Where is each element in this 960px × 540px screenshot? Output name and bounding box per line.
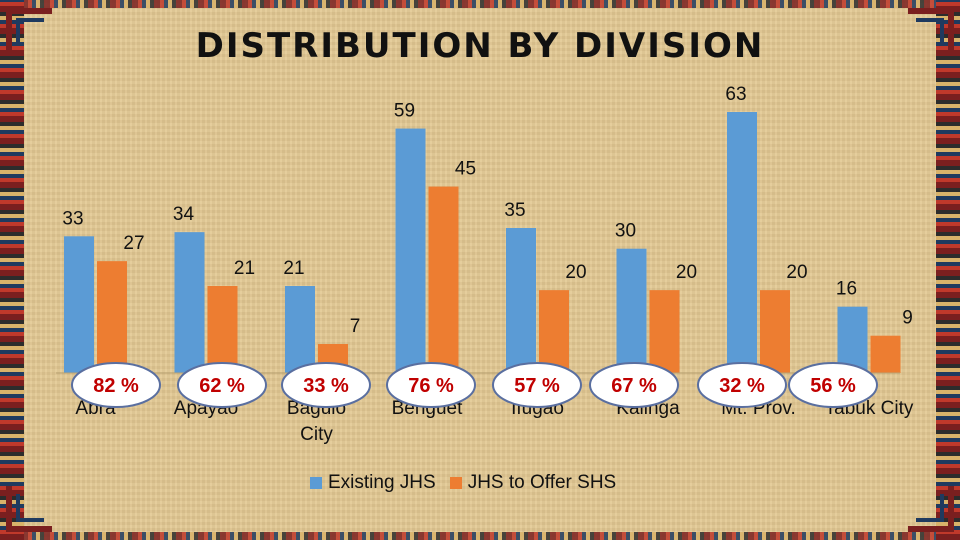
legend-label: Existing JHS bbox=[328, 472, 436, 493]
corner-ornament-icon bbox=[908, 8, 954, 54]
percentage-badge bbox=[788, 362, 878, 408]
legend-item-existing: Existing JHS bbox=[310, 472, 436, 494]
data-label: 34 bbox=[173, 204, 195, 225]
bar-existing-jhs bbox=[395, 128, 426, 373]
data-label: 20 bbox=[565, 262, 586, 283]
category-label: City bbox=[300, 424, 333, 445]
bar-jhs-to-offer-shs bbox=[870, 335, 901, 373]
chart-title: DISTRIBUTION BY DIVISION bbox=[195, 26, 765, 66]
percentage-label: 32 % bbox=[719, 375, 765, 397]
bar-jhs-to-offer-shs bbox=[207, 286, 238, 373]
bar-existing-jhs bbox=[616, 248, 647, 373]
percentage-label: 57 % bbox=[514, 375, 560, 397]
bar-jhs-to-offer-shs bbox=[760, 290, 790, 373]
data-label: 20 bbox=[676, 262, 697, 283]
bar-jhs-to-offer-shs bbox=[539, 290, 569, 373]
legend-swatch bbox=[310, 477, 322, 489]
data-label: 45 bbox=[455, 159, 476, 180]
bar-jhs-to-offer-shs bbox=[97, 261, 127, 373]
left-border bbox=[0, 0, 24, 540]
percentage-badge bbox=[697, 362, 787, 408]
percentage-badge bbox=[492, 362, 582, 408]
percentage-label: 33 % bbox=[303, 375, 349, 397]
data-label: 9 bbox=[902, 308, 913, 329]
top-border bbox=[0, 0, 960, 8]
data-label: 27 bbox=[123, 233, 144, 254]
data-label: 7 bbox=[350, 316, 361, 337]
data-label: 20 bbox=[786, 262, 807, 283]
percentage-badge bbox=[386, 362, 476, 408]
percentage-badge bbox=[281, 362, 371, 408]
bottom-border bbox=[0, 532, 960, 540]
bar-existing-jhs bbox=[837, 306, 868, 373]
percentage-badge bbox=[177, 362, 267, 408]
bar-existing-jhs bbox=[64, 236, 94, 373]
data-label: 63 bbox=[725, 84, 746, 105]
right-border bbox=[936, 0, 960, 540]
data-label: 21 bbox=[283, 258, 304, 279]
corner-ornament-icon bbox=[6, 486, 52, 532]
corner-ornament-icon bbox=[908, 486, 954, 532]
percentage-label: 76 % bbox=[408, 375, 454, 397]
percentage-badge bbox=[589, 362, 679, 408]
bar-existing-jhs bbox=[506, 228, 536, 373]
corner-ornament-icon bbox=[6, 8, 52, 54]
percentage-label: 62 % bbox=[199, 375, 245, 397]
bar-existing-jhs bbox=[285, 286, 315, 373]
data-label: 30 bbox=[615, 221, 636, 242]
percentage-badge bbox=[71, 362, 161, 408]
bar-jhs-to-offer-shs bbox=[428, 186, 459, 373]
legend-swatch bbox=[449, 477, 462, 489]
legend: Existing JHS JHS to Offer SHS bbox=[310, 472, 616, 494]
data-label: 33 bbox=[62, 208, 83, 229]
legend-label: JHS to Offer SHS bbox=[467, 472, 617, 493]
bar-existing-jhs bbox=[174, 232, 205, 373]
percentage-label: 82 % bbox=[93, 375, 139, 397]
data-label: 35 bbox=[504, 200, 525, 221]
data-label: 21 bbox=[234, 258, 255, 279]
data-label: 59 bbox=[394, 101, 415, 122]
bar-existing-jhs bbox=[727, 112, 757, 373]
bar-jhs-to-offer-shs bbox=[649, 290, 680, 373]
percentage-label: 67 % bbox=[611, 375, 657, 397]
percentage-label: 56 % bbox=[810, 375, 856, 397]
legend-item-offer-shs: JHS to Offer SHS bbox=[449, 472, 617, 494]
data-label: 16 bbox=[836, 279, 857, 300]
